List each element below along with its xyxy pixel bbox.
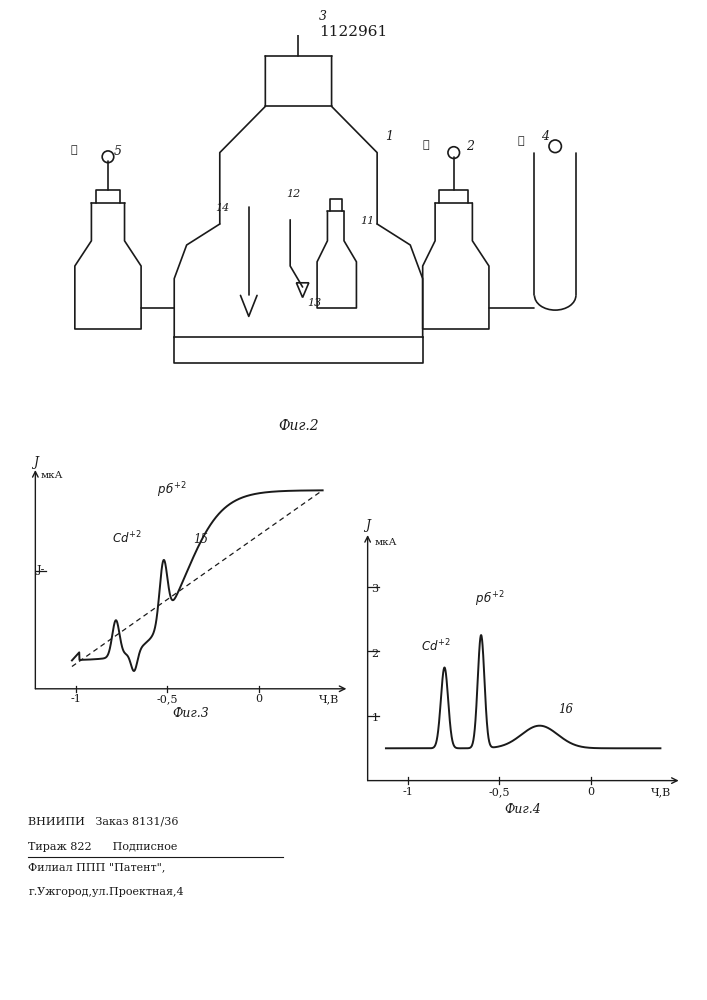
Text: 2: 2: [371, 649, 378, 659]
Text: -0,5: -0,5: [489, 787, 510, 797]
Text: 1: 1: [385, 130, 393, 143]
Text: Ч,В: Ч,В: [319, 694, 339, 704]
Text: -0,5: -0,5: [156, 694, 178, 704]
Text: 3: 3: [371, 584, 378, 594]
Text: 12: 12: [286, 189, 300, 199]
Text: ВНИИПИ   Заказ 8131/36: ВНИИПИ Заказ 8131/36: [28, 817, 179, 827]
Text: Тираж 822      Подписное: Тираж 822 Подписное: [28, 842, 177, 852]
Text: -1: -1: [402, 787, 414, 797]
Text: ∅: ∅: [71, 145, 77, 155]
Text: 0: 0: [255, 694, 262, 704]
Text: $Cd^{+2}$: $Cd^{+2}$: [112, 529, 142, 546]
Text: 5: 5: [115, 145, 122, 158]
Text: Фиг.3: Фиг.3: [173, 707, 209, 720]
Text: 0: 0: [588, 787, 595, 797]
Text: 1: 1: [371, 713, 378, 723]
Text: Ч,В: Ч,В: [651, 787, 672, 797]
Text: 11: 11: [361, 216, 375, 226]
Text: 3: 3: [319, 10, 327, 23]
Text: $\ рб^{+2}$: $\ рб^{+2}$: [472, 589, 505, 609]
Text: J-: J-: [37, 565, 45, 575]
Text: ∅: ∅: [518, 136, 525, 146]
Text: Филиал ППП "Патент",: Филиал ППП "Патент",: [28, 862, 165, 872]
Text: ∅: ∅: [423, 140, 429, 150]
Text: 15: 15: [193, 533, 208, 546]
Text: 1122961: 1122961: [320, 25, 387, 39]
Text: Фиг.4: Фиг.4: [505, 803, 542, 816]
Text: 4: 4: [541, 130, 549, 143]
Text: 14: 14: [216, 203, 230, 213]
Text: 16: 16: [558, 703, 573, 716]
Text: г.Ужгород,ул.Проектная,4: г.Ужгород,ул.Проектная,4: [28, 887, 184, 897]
Text: 2: 2: [466, 140, 474, 153]
Text: J: J: [365, 519, 370, 532]
Text: мкА: мкА: [40, 471, 63, 480]
Text: $\ рб^{+2}$: $\ рб^{+2}$: [154, 480, 187, 500]
Text: Фиг.2: Фиг.2: [278, 419, 319, 433]
Text: мкА: мкА: [375, 538, 397, 547]
Text: -1: -1: [70, 694, 81, 704]
Text: J: J: [33, 456, 38, 469]
Text: 13: 13: [307, 298, 321, 308]
Text: $Cd^{+2}$: $Cd^{+2}$: [421, 638, 450, 654]
